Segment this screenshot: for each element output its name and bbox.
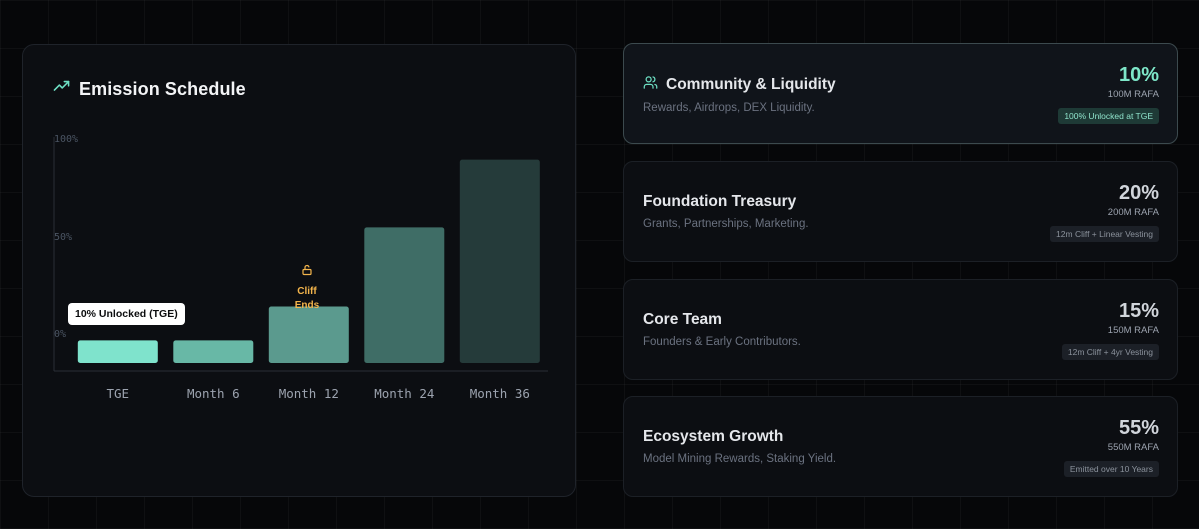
allocation-percent: 10% [1118,64,1159,86]
allocation-badge: 100% Unlocked at TGE [1058,108,1159,124]
allocation-card-community[interactable]: Community & Liquidity Rewards, Airdrops,… [623,43,1178,144]
x-tick-label: Month 36 [470,386,530,401]
allocation-badge: Emitted over 10 Years [1063,461,1159,477]
emission-bar-chart: 0% 50% 100% TGE Month 6 Month 12 Month 24 Mo… [53,134,548,401]
users-icon [643,75,658,95]
cliff-marker: Cliff Ends [275,263,339,313]
x-tick-label: Month 24 [374,386,434,401]
allocation-amount: 550M RAFA [1107,442,1159,453]
allocation-card-ecosystem[interactable]: Ecosystem Growth Model Mining Rewards, S… [623,396,1178,497]
bar-tge [77,340,158,363]
category-labels: TGE Month 6 Month 12 Month 24 Month 36 [107,386,530,401]
allocation-card-foundation[interactable]: Foundation Treasury Grants, Partnerships… [623,161,1178,262]
y-tick-100: 100% [54,134,78,145]
allocation-amount: 150M RAFA [1107,325,1159,336]
cliff-ends-label: Cliff Ends [294,286,320,311]
allocation-amount: 200M RAFA [1107,207,1159,218]
allocation-name: Community & Liquidity [666,76,836,93]
trending-up-icon [53,78,70,100]
y-tick-0: 0% [54,329,66,340]
bar-month-36 [459,159,540,363]
bar-month-12 [268,306,349,363]
lock-open-icon [301,263,313,280]
bar-month-6 [173,340,254,363]
allocation-badge: 12m Cliff + 4yr Vesting [1061,344,1159,360]
allocation-name: Core Team [643,311,722,328]
allocation-name: Ecosystem Growth [643,428,784,445]
allocation-desc: Grants, Partnerships, Marketing. [643,218,809,230]
allocation-name: Foundation Treasury [643,193,797,210]
allocation-amount: 100M RAFA [1107,89,1159,100]
bars-group [77,159,540,363]
allocation-desc: Rewards, Airdrops, DEX Liquidity. [643,102,815,114]
allocation-percent: 20% [1118,182,1159,204]
x-tick-label: TGE [107,386,130,401]
allocation-percent: 55% [1118,417,1159,439]
allocation-desc: Founders & Early Contributors. [643,336,801,348]
allocation-desc: Model Mining Rewards, Staking Yield. [643,453,837,465]
allocation-card-core-team[interactable]: Core Team Founders & Early Contributors.… [623,279,1178,380]
bar-month-24 [364,227,445,363]
allocation-badge: 12m Cliff + Linear Vesting [1050,226,1159,242]
chart-header: Emission Schedule [53,78,246,100]
allocation-percent: 15% [1118,300,1159,322]
x-tick-label: Month 6 [187,386,240,401]
tge-unlock-tooltip: 10% Unlocked (TGE) [68,303,185,325]
emission-chart-card: Emission Schedule 0% 50% 100% TGE Month 6… [22,44,576,497]
y-tick-50: 50% [54,232,72,243]
x-tick-label: Month 12 [279,386,339,401]
chart-title: Emission Schedule [79,78,246,99]
